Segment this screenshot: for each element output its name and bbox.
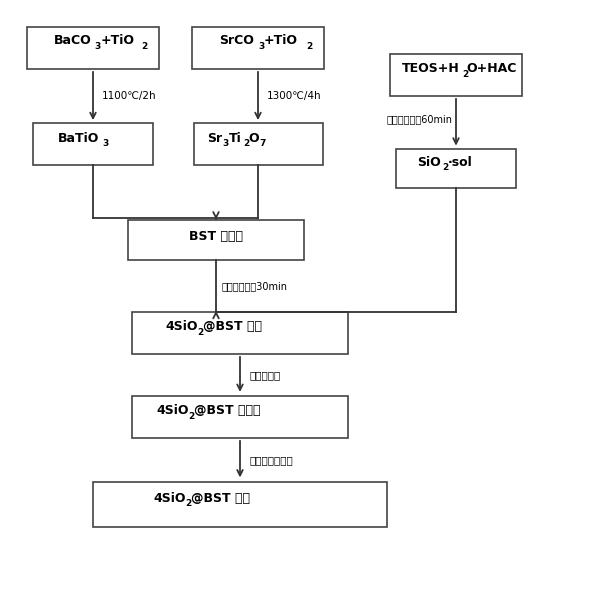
Bar [93,481,387,527]
Text: 恒温水浴搜拌60min: 恒温水浴搜拌60min [387,114,453,124]
Text: BaTiO: BaTiO [58,131,100,145]
Text: 3: 3 [223,139,229,148]
Text: 1100℃/2h: 1100℃/2h [102,91,157,101]
Text: 4SiO: 4SiO [153,491,185,505]
Text: TEOS+H: TEOS+H [402,62,460,76]
Text: @BST 凝胶: @BST 凝胶 [203,320,262,334]
Text: 3: 3 [103,139,109,148]
Text: 1300℃/4h: 1300℃/4h [267,91,322,101]
Text: 2: 2 [141,41,147,50]
Text: BST 混合粉: BST 混合粉 [189,230,243,244]
Text: 2: 2 [188,412,194,421]
Text: 4SiO: 4SiO [156,404,188,418]
Text: BaCO: BaCO [54,34,92,47]
Text: 2: 2 [462,70,468,79]
Text: 7: 7 [259,139,266,148]
Bar [132,396,348,438]
Text: 干燥、锻烧: 干燥、锻烧 [249,370,280,380]
Bar [33,123,153,165]
Text: 干压成型、烧结: 干压成型、烧结 [249,455,293,465]
Bar [396,148,516,187]
Text: 2: 2 [197,328,203,337]
Text: 2: 2 [306,41,312,50]
Text: SrCO: SrCO [219,34,254,47]
Bar [192,27,324,69]
Bar [132,312,348,354]
Text: @BST 陶瓷: @BST 陶瓷 [191,491,250,505]
Text: 3: 3 [94,41,100,50]
Text: 2: 2 [243,139,249,148]
Text: O+HAC: O+HAC [467,62,517,76]
Text: Ti: Ti [229,131,241,145]
Text: +TiO: +TiO [264,34,298,47]
Bar [390,54,522,96]
Text: 4SiO: 4SiO [165,320,197,334]
Bar [193,123,323,165]
Text: ·sol: ·sol [448,155,473,169]
Text: Sr: Sr [207,131,222,145]
Bar [128,220,304,260]
Text: 2: 2 [442,163,448,172]
Text: 2: 2 [185,499,191,508]
Text: 超声辅助包裸30min: 超声辅助包裸30min [222,281,288,291]
Text: O: O [248,131,259,145]
Text: @BST 包裹粉: @BST 包裹粉 [194,404,261,418]
Bar [27,27,159,69]
Text: 3: 3 [258,41,264,50]
Text: SiO: SiO [417,155,441,169]
Text: +TiO: +TiO [100,34,134,47]
